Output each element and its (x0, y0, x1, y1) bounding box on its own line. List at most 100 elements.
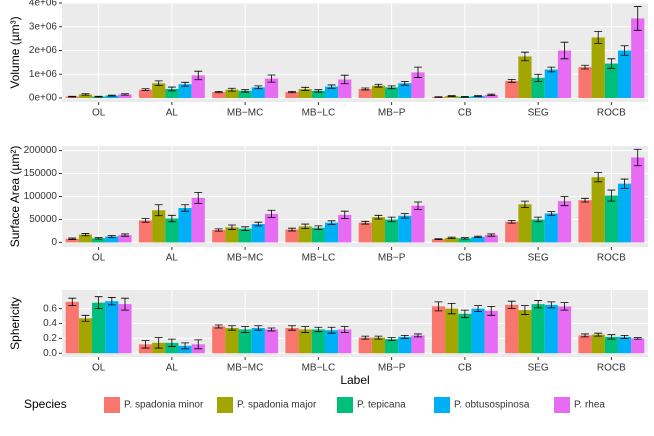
bar (139, 220, 152, 242)
bar (178, 208, 191, 242)
bar (485, 311, 498, 353)
legend-swatch (554, 397, 570, 413)
bar (398, 216, 411, 243)
bar (458, 314, 471, 353)
bar (411, 335, 424, 353)
x-tick-label: OL (92, 108, 106, 119)
bar (118, 304, 131, 353)
x-tick-label: MB−LC (302, 253, 336, 264)
legend-swatch (434, 397, 450, 413)
legend-label: P. obtusospinosa (454, 400, 530, 411)
bar (505, 222, 518, 243)
y-tick-label: 0.0 (43, 348, 57, 359)
x-tick-label: MB−P (378, 108, 406, 119)
legend-label: P. spadonia major (237, 400, 317, 411)
bar (445, 309, 458, 354)
x-tick-label: MB−MC (227, 253, 263, 264)
x-axis-label: Label (340, 373, 369, 387)
error-bar (95, 96, 103, 97)
bar (532, 304, 545, 353)
bar (631, 157, 644, 242)
bar (212, 230, 225, 242)
x-tick-label: ROCB (597, 363, 626, 374)
bar (372, 86, 385, 98)
x-tick-label: ROCB (597, 253, 626, 264)
bar (618, 337, 631, 353)
bar (285, 328, 298, 353)
bar (505, 81, 518, 98)
bar (372, 217, 385, 242)
bar (518, 204, 531, 242)
bar (558, 306, 571, 353)
bar (605, 196, 618, 243)
y-tick-label: 0.4 (43, 318, 57, 329)
x-tick-label: OL (92, 363, 106, 374)
x-tick-label: MB−LC (302, 363, 336, 374)
legend-label: P. spadonia minor (124, 400, 204, 411)
bar (66, 302, 79, 353)
x-tick-label: MB−LC (302, 108, 336, 119)
x-tick-label: MB−MC (227, 108, 263, 119)
bar (505, 305, 518, 353)
y-axis-label: Surface Area (µm²) (8, 146, 22, 248)
bar (578, 200, 591, 242)
y-tick-label: 50000 (29, 214, 57, 225)
bar (372, 338, 385, 354)
legend-label: P. rhea (574, 400, 605, 411)
bar (385, 339, 398, 353)
bar (212, 326, 225, 353)
y-tick-label: 200000 (24, 145, 58, 156)
x-tick-label: SEG (528, 363, 549, 374)
bar (92, 303, 105, 354)
x-tick-label: AL (166, 363, 179, 374)
bar (192, 198, 205, 243)
bar (385, 219, 398, 242)
bar (518, 56, 531, 98)
bar (558, 201, 571, 242)
legend-label: P. tepicana (357, 400, 406, 411)
bar (618, 51, 631, 99)
y-axis-label: Volume (µm³) (8, 16, 22, 88)
bar (79, 318, 92, 353)
bar (398, 337, 411, 353)
bar (338, 215, 351, 243)
legend-swatch (104, 397, 120, 413)
bar (325, 330, 338, 353)
bar (578, 67, 591, 98)
bar (578, 335, 591, 353)
bar (592, 177, 605, 242)
bar (105, 301, 118, 353)
bar (325, 223, 338, 243)
bar (592, 37, 605, 98)
bar (545, 213, 558, 242)
x-tick-label: CB (458, 108, 472, 119)
y-tick-label: 2e+06 (29, 45, 58, 56)
x-tick-label: AL (166, 253, 179, 264)
x-tick-label: OL (92, 253, 106, 264)
bar (432, 306, 445, 353)
x-tick-label: CB (458, 253, 472, 264)
y-tick-label: 3e+06 (29, 21, 58, 32)
legend-title: Species (24, 397, 67, 411)
bar (239, 329, 252, 353)
bar (285, 230, 298, 243)
x-tick-label: MB−P (378, 363, 406, 374)
x-tick-label: CB (458, 363, 472, 374)
bar (532, 219, 545, 242)
bar (631, 338, 644, 353)
x-tick-label: SEG (528, 253, 549, 264)
y-axis-label: Sphericity (8, 297, 22, 350)
x-tick-label: ROCB (597, 108, 626, 119)
bar (299, 329, 312, 353)
bar (618, 184, 631, 243)
bar (518, 310, 531, 353)
x-tick-label: AL (166, 108, 179, 119)
bar (545, 70, 558, 99)
y-tick-label: 100000 (24, 191, 58, 202)
y-tick-label: 4e+06 (29, 0, 58, 9)
y-tick-label: 150000 (24, 168, 58, 179)
bar (545, 305, 558, 353)
y-tick-label: 0.6 (43, 303, 57, 314)
legend-swatch (337, 397, 353, 413)
